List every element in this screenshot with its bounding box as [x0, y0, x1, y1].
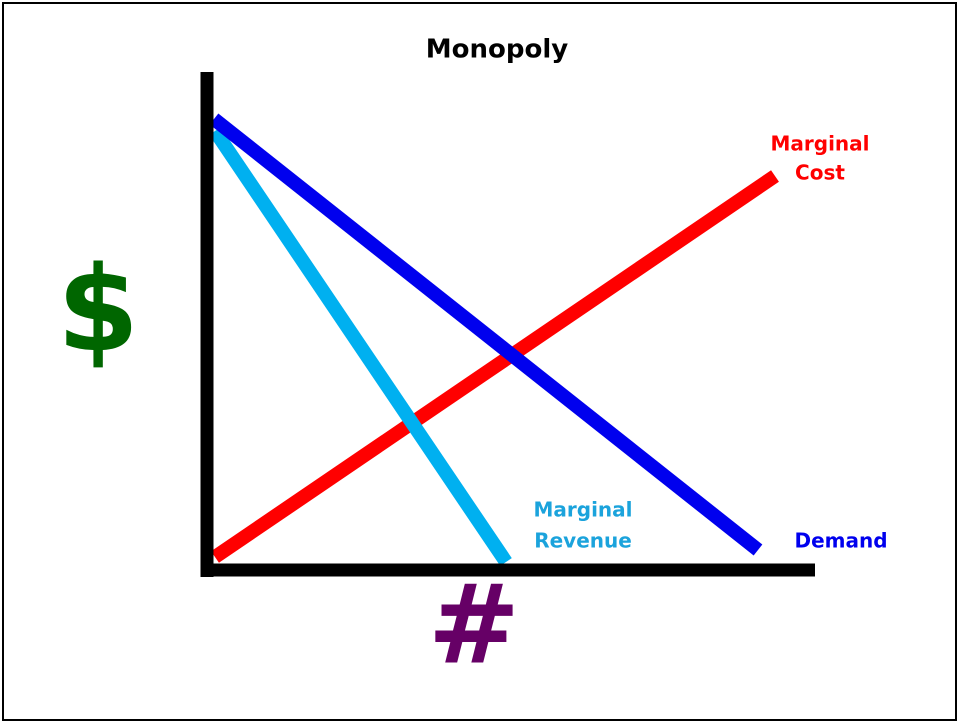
marginal-cost-curve	[211, 170, 779, 563]
title: Monopoly	[426, 35, 568, 65]
demand-label: Demand	[794, 529, 887, 553]
marginal-revenue-label: Revenue	[534, 529, 632, 553]
demand-curve	[209, 113, 763, 556]
marginal-cost-label: Marginal	[770, 132, 869, 156]
marginal-revenue-curve	[209, 127, 512, 566]
marginal-cost-label: Cost	[795, 161, 845, 185]
y-axis-label: $	[57, 240, 139, 378]
x-axis-label: #	[428, 560, 520, 688]
marginal-revenue-label: Marginal	[533, 498, 632, 522]
